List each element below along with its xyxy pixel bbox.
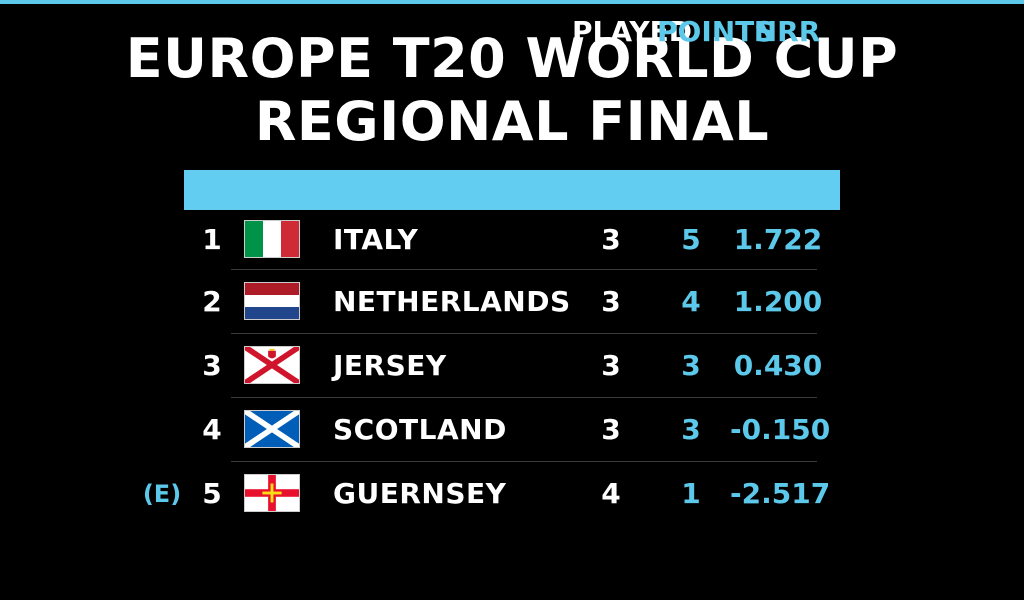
row-divider <box>231 397 817 398</box>
guernsey-flag-icon <box>244 474 300 512</box>
played-cell: 3 <box>601 285 621 318</box>
italy-flag-icon <box>244 220 300 258</box>
rank-cell: 1 <box>202 223 222 256</box>
points-cell: 3 <box>681 413 701 446</box>
table-row: 4 SCOTLAND 3 3 -0.150 <box>0 398 1024 462</box>
team-name: NETHERLANDS <box>333 285 571 318</box>
team-name: ITALY <box>333 223 419 256</box>
row-divider <box>231 461 817 462</box>
table-header-bar <box>184 170 840 210</box>
jersey-flag-icon <box>244 346 300 384</box>
elimination-status <box>140 398 184 462</box>
team-name: SCOTLAND <box>333 413 507 446</box>
points-cell: 5 <box>681 223 701 256</box>
table-row: 3 JERSEY 3 3 0.430 <box>0 334 1024 398</box>
played-cell: 3 <box>601 349 621 382</box>
played-cell: 3 <box>601 223 621 256</box>
row-divider <box>231 333 817 334</box>
points-cell: 3 <box>681 349 701 382</box>
points-cell: 4 <box>681 285 701 318</box>
played-cell: 4 <box>601 477 621 510</box>
elimination-status <box>140 334 184 398</box>
row-divider <box>231 269 817 270</box>
table-row: 1 ITALY 3 5 1.722 <box>0 208 1024 272</box>
rank-cell: 2 <box>202 285 222 318</box>
netherlands-flag-icon <box>244 282 300 320</box>
column-header-points: POINTS <box>657 15 775 48</box>
nrr-cell: -0.150 <box>730 413 831 446</box>
table-row: 2 NETHERLANDS 3 4 1.200 <box>0 270 1024 334</box>
points-cell: 1 <box>681 477 701 510</box>
page-title-line-1: EUROPE T20 WORLD CUP <box>125 27 899 90</box>
nrr-cell: -2.517 <box>730 477 831 510</box>
column-header-played: PLAYED <box>572 15 692 48</box>
team-name: GUERNSEY <box>333 477 507 510</box>
nrr-cell: 1.722 <box>733 223 823 256</box>
team-name: JERSEY <box>333 349 447 382</box>
elimination-status: (E) <box>142 480 182 508</box>
scotland-flag-icon <box>244 410 300 448</box>
page-title-line-2: REGIONAL FINAL <box>254 90 770 153</box>
played-cell: 3 <box>601 413 621 446</box>
rank-cell: 3 <box>202 349 222 382</box>
elimination-status <box>140 270 184 334</box>
rank-cell: 5 <box>202 477 222 510</box>
top-accent-rule <box>0 0 1024 4</box>
nrr-cell: 1.200 <box>733 285 823 318</box>
table-row: (E) 5 GUERNSEY 4 1 -2.517 <box>0 462 1024 526</box>
elimination-status <box>140 208 184 272</box>
nrr-cell: 0.430 <box>733 349 823 382</box>
rank-cell: 4 <box>202 413 222 446</box>
column-header-nrr: NRR <box>753 15 821 48</box>
